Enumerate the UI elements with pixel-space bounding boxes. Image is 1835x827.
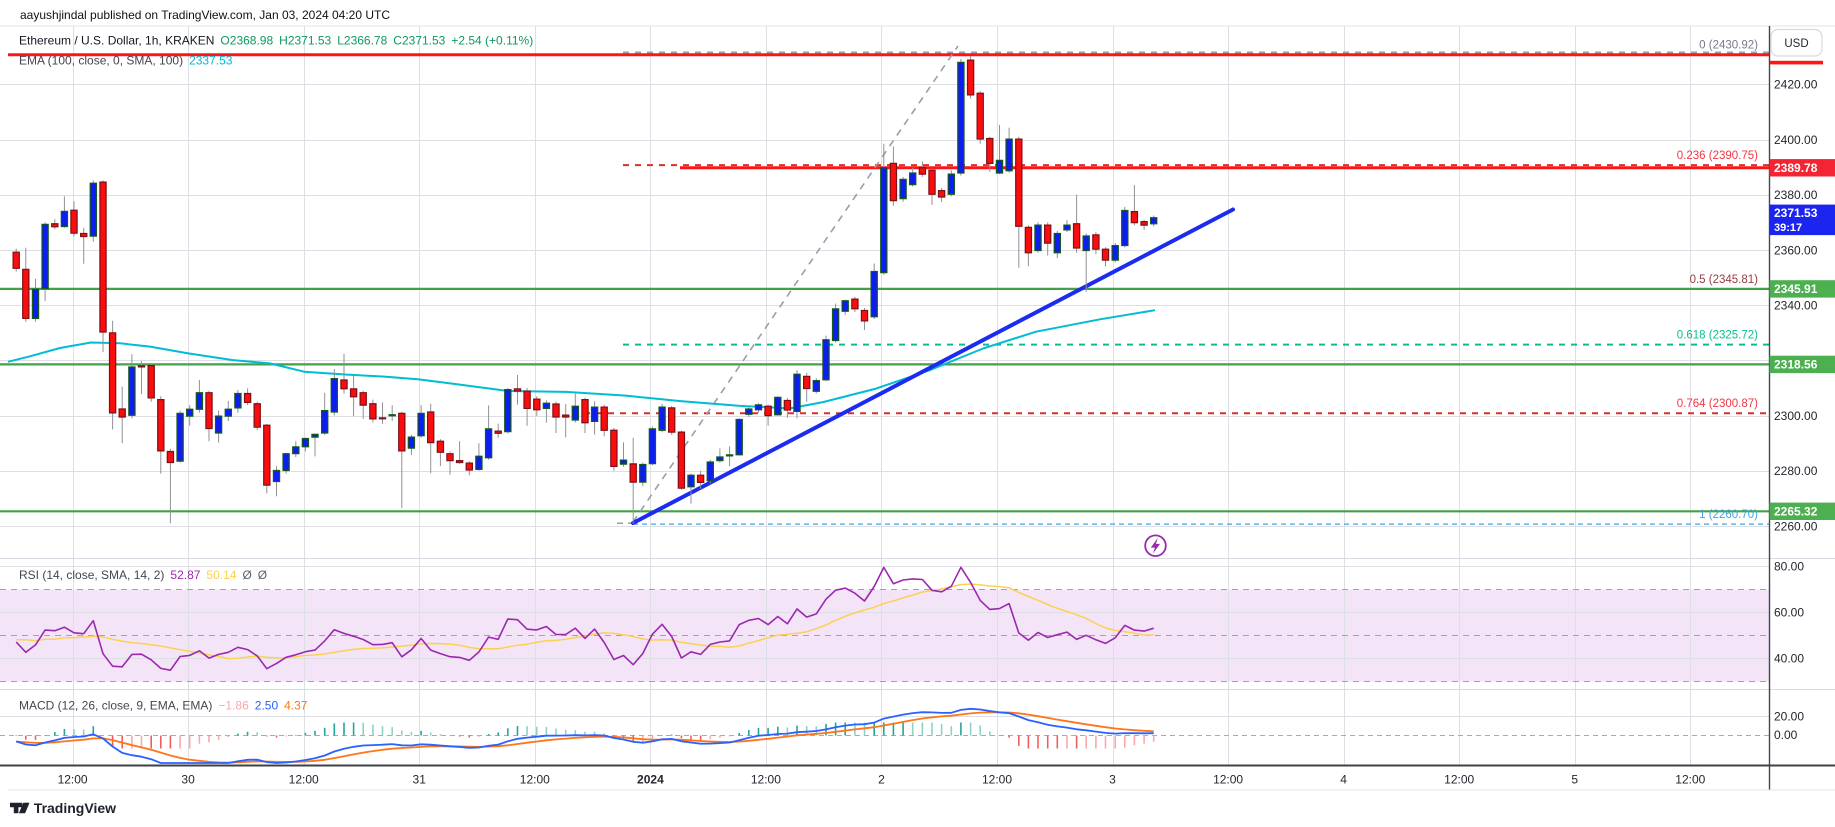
svg-text:31: 31 (413, 773, 427, 787)
svg-text:12:00: 12:00 (1675, 773, 1705, 787)
svg-text:1 (2260.70): 1 (2260.70) (1699, 509, 1758, 521)
svg-text:39:17: 39:17 (1774, 222, 1802, 234)
svg-text:3: 3 (1109, 773, 1116, 787)
svg-text:2300.00: 2300.00 (1774, 409, 1818, 423)
svg-text:2360.00: 2360.00 (1774, 243, 1818, 257)
svg-text:0 (2430.92): 0 (2430.92) (1699, 39, 1758, 51)
svg-text:12:00: 12:00 (1213, 773, 1243, 787)
svg-text:2024: 2024 (637, 773, 664, 787)
svg-text:0.5 (2345.81): 0.5 (2345.81) (1690, 274, 1759, 286)
svg-text:0.236 (2390.75): 0.236 (2390.75) (1677, 150, 1758, 162)
svg-text:80.00: 80.00 (1774, 559, 1804, 573)
svg-text:4: 4 (1340, 773, 1347, 787)
svg-text:20.00: 20.00 (1774, 709, 1804, 723)
svg-text:0.618 (2325.72): 0.618 (2325.72) (1677, 330, 1758, 342)
svg-text:12:00: 12:00 (982, 773, 1012, 787)
svg-text:0.764 (2300.87): 0.764 (2300.87) (1677, 398, 1758, 410)
svg-text:12:00: 12:00 (520, 773, 550, 787)
svg-text:40.00: 40.00 (1774, 651, 1804, 665)
svg-text:12:00: 12:00 (58, 773, 88, 787)
svg-text:5: 5 (1571, 773, 1578, 787)
svg-text:USD: USD (1784, 38, 1808, 50)
svg-text:RSI (14, close, SMA, 14, 2) 52: RSI (14, close, SMA, 14, 2) 52.87 50.14 … (19, 568, 267, 582)
svg-text:2318.56: 2318.56 (1774, 358, 1818, 372)
svg-text:EMA (100, close, 0, SMA, 100): EMA (100, close, 0, SMA, 100) 2337.53 (19, 54, 233, 68)
svg-text:60.00: 60.00 (1774, 605, 1804, 619)
svg-text:2265.32: 2265.32 (1774, 505, 1818, 519)
svg-text:2420.00: 2420.00 (1774, 78, 1818, 92)
svg-text:12:00: 12:00 (289, 773, 319, 787)
svg-text:2371.53: 2371.53 (1774, 206, 1818, 220)
svg-text:2389.78: 2389.78 (1774, 161, 1818, 175)
svg-text:2280.00: 2280.00 (1774, 464, 1818, 478)
svg-text:0.00: 0.00 (1774, 728, 1798, 742)
svg-text:12:00: 12:00 (1444, 773, 1474, 787)
svg-text:2400.00: 2400.00 (1774, 133, 1818, 147)
svg-text:MACD (12, 26, close, 9, EMA, E: MACD (12, 26, close, 9, EMA, EMA) −1.86 … (19, 699, 308, 713)
svg-text:Ethereum / U.S. Dollar, 1h, KR: Ethereum / U.S. Dollar, 1h, KRAKEN O2368… (19, 34, 533, 48)
svg-text:aayushjindal published on Trad: aayushjindal published on TradingView.co… (20, 8, 390, 22)
svg-text:2380.00: 2380.00 (1774, 188, 1818, 202)
svg-text:2260.00: 2260.00 (1774, 519, 1818, 533)
svg-text:12:00: 12:00 (751, 773, 781, 787)
svg-text:2: 2 (878, 773, 885, 787)
svg-text:TradingView: TradingView (34, 800, 116, 816)
svg-text:2345.91: 2345.91 (1774, 282, 1818, 296)
svg-text:30: 30 (181, 773, 195, 787)
svg-text:2340.00: 2340.00 (1774, 299, 1818, 313)
